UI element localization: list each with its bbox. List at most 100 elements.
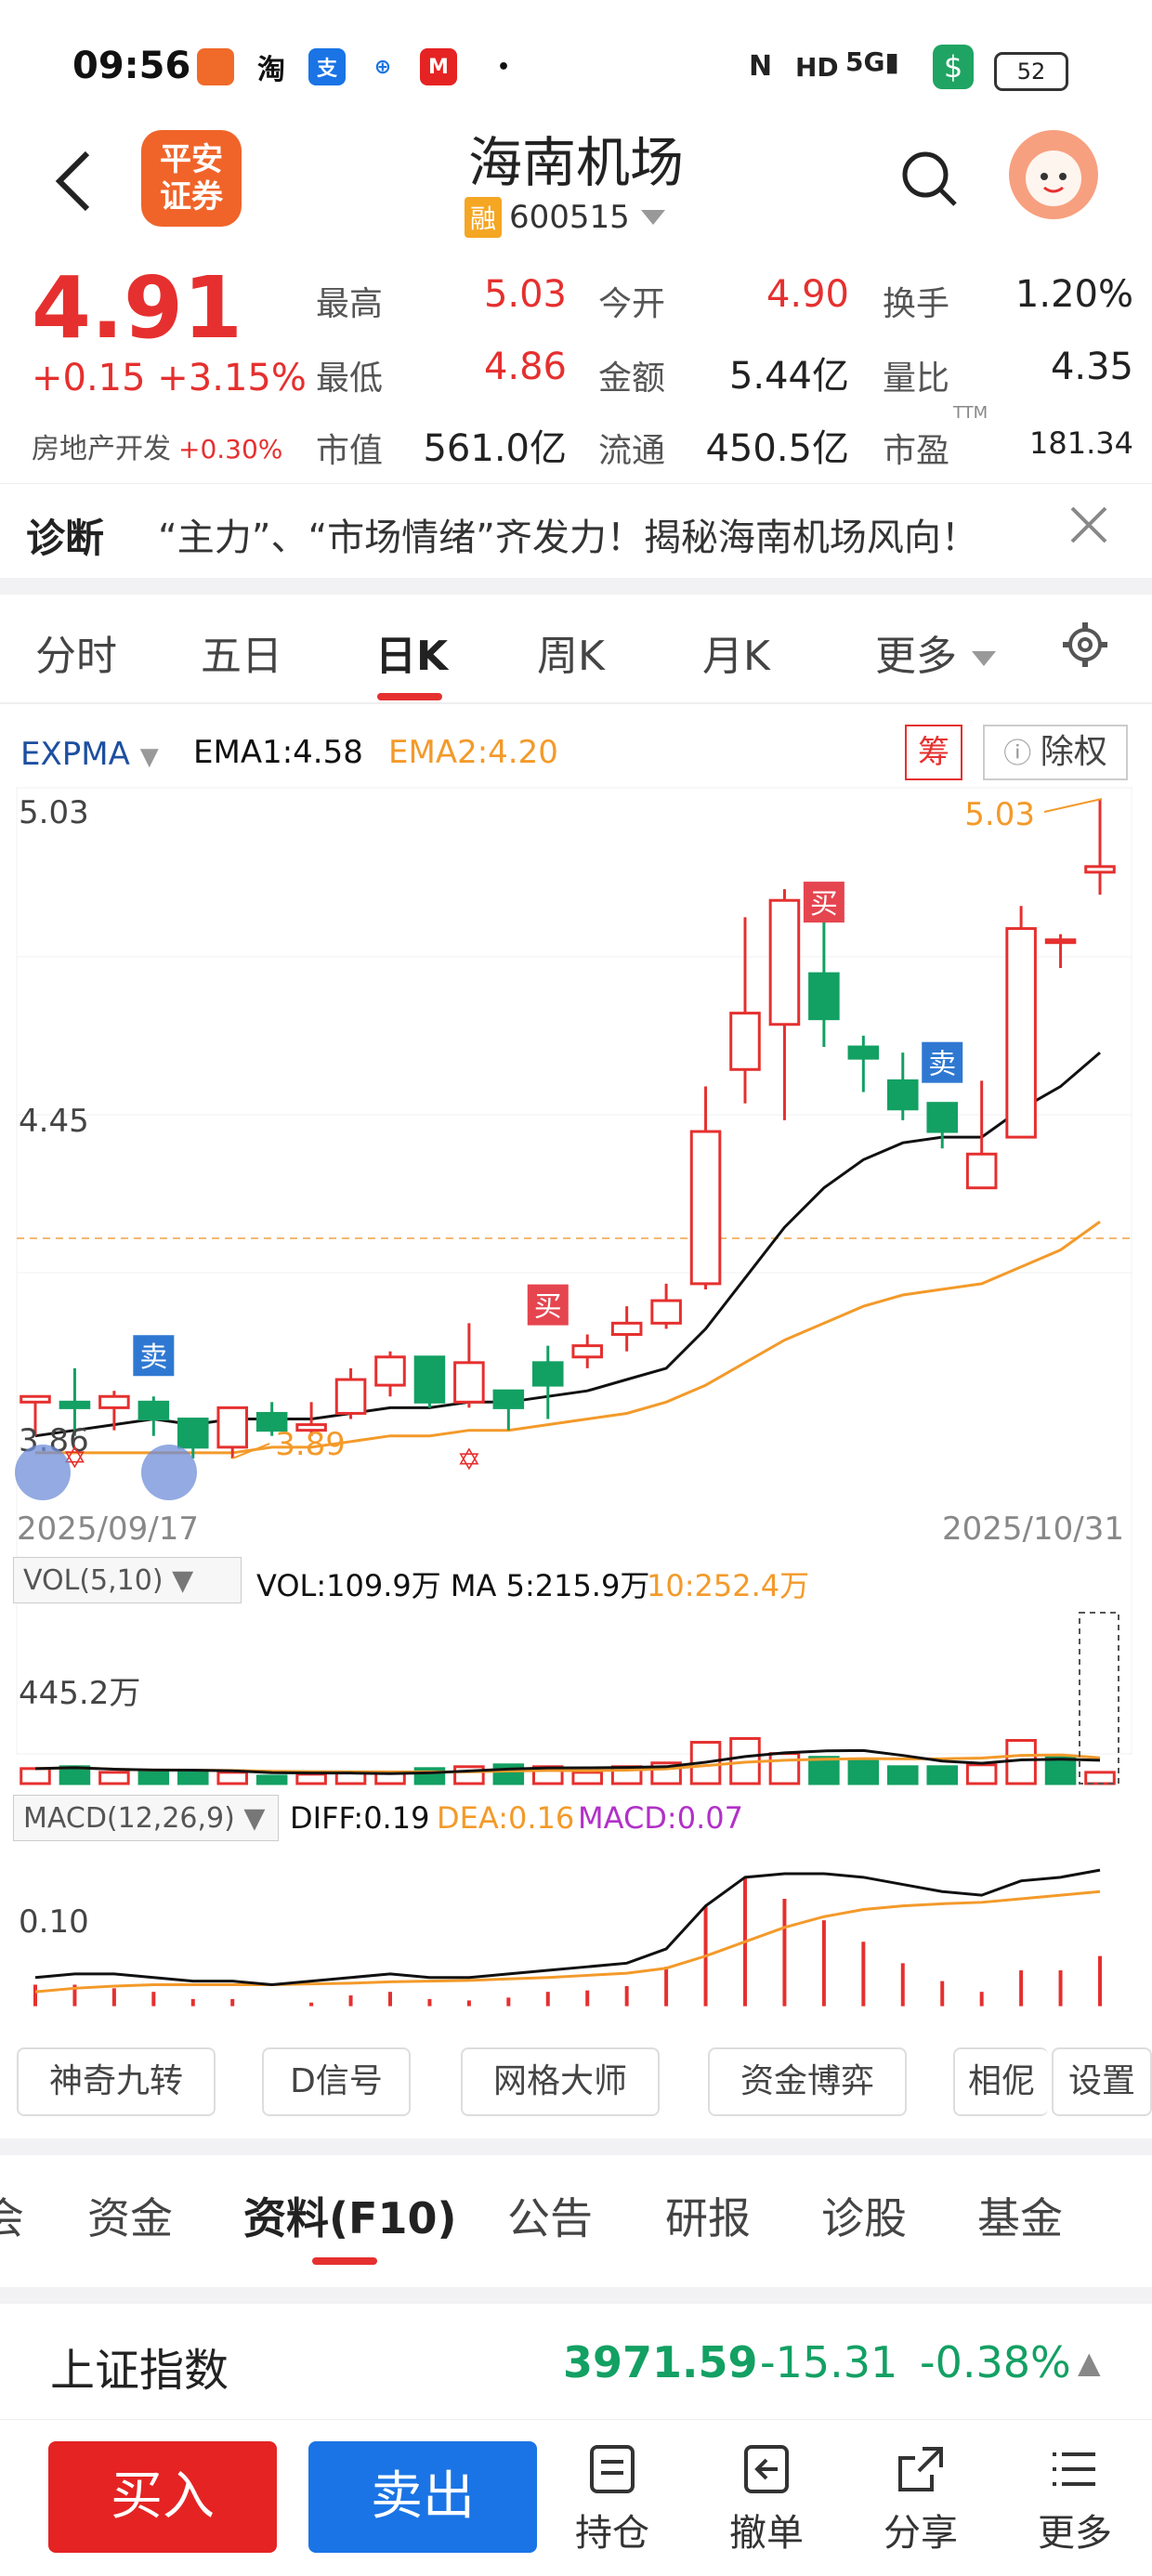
chip-distribution-button[interactable]: 筹	[905, 725, 962, 780]
tab-weekly-k[interactable]: 周K	[537, 633, 605, 680]
sector-change: +0.30%	[178, 434, 283, 464]
index-name: 上证指数	[50, 2345, 229, 2397]
tab-five-day[interactable]: 五日	[201, 633, 282, 680]
tab-research[interactable]: 研报	[665, 2193, 751, 2243]
tab-more-label: 更多	[875, 633, 957, 680]
price-change: +0.15 +3.15%	[32, 357, 307, 399]
share-label: 分享	[884, 2512, 958, 2555]
candle-body	[847, 1045, 880, 1060]
nfc-icon: N	[749, 50, 773, 83]
quote-value: 4.86	[483, 346, 567, 388]
date-start-label: 2025/09/17	[17, 1510, 199, 1548]
quote-label: 今开	[598, 285, 666, 323]
quote-label: 流通	[598, 432, 666, 470]
assistant-avatar[interactable]	[1009, 130, 1098, 219]
sell-button[interactable]: 卖出	[308, 2441, 537, 2553]
diagnosis-bar[interactable]	[0, 483, 1152, 577]
high-marker-label: 5.03	[964, 796, 1035, 833]
candle-body	[98, 1394, 130, 1409]
quote-label: 市盈	[883, 432, 950, 470]
tool-fund-game[interactable]: 资金博弈	[708, 2047, 907, 2116]
signal-5g-icon: 5G▮	[845, 46, 899, 77]
tool-magic-nine[interactable]: 神奇九转	[17, 2047, 216, 2116]
indicator-selector[interactable]: EXPMA ▼	[20, 736, 159, 773]
tab-intraday[interactable]: 分时	[35, 633, 117, 680]
sector-link[interactable]: 房地产开发 +0.30%	[32, 425, 282, 466]
broker-logo-line2: 证券	[160, 178, 223, 216]
mail-app-icon: M	[420, 48, 457, 85]
volume-indicator-selector[interactable]: VOL(5,10) ▼	[13, 1557, 242, 1603]
macd-selector-label: MACD(12,26,9)	[23, 1802, 235, 1835]
high-marker-line	[1043, 798, 1103, 813]
back-arrow-icon	[55, 150, 90, 212]
active-tab-indicator	[312, 2257, 377, 2265]
chevron-down-icon: ▼	[172, 1564, 194, 1597]
tab-stock-diagnosis[interactable]: 诊股	[821, 2193, 907, 2243]
tool-d-signal[interactable]: D信号	[262, 2047, 411, 2116]
low-marker-line	[231, 1443, 270, 1459]
tool-grid-master[interactable]: 网格大师	[461, 2047, 660, 2116]
broker-logo-line1: 平安	[160, 141, 223, 178]
tab-funds[interactable]: 资金	[87, 2193, 173, 2243]
tab-funds-holding[interactable]: 基金	[977, 2193, 1063, 2243]
sell-signal-tag	[922, 1041, 963, 1083]
indicator-name: EXPMA	[20, 736, 130, 773]
volume-values: VOL:109.9万 MA 5:215.9万	[256, 1568, 650, 1603]
more-button[interactable]: 更多	[1024, 2443, 1126, 2556]
cancel-order-button[interactable]: 撤单	[715, 2443, 818, 2556]
hd-icon: HD	[795, 52, 839, 83]
menu-icon	[1053, 2452, 1095, 2486]
candle-body	[255, 1411, 288, 1432]
tab-daily-k[interactable]: 日K	[375, 633, 449, 680]
candle-body	[492, 1389, 525, 1409]
event-star-icon: ✡	[456, 1442, 481, 1477]
candle-body	[531, 1361, 564, 1387]
buy-signal-label: 买	[810, 888, 838, 921]
candle-body	[177, 1418, 209, 1449]
price-mid-label: 4.45	[19, 1103, 89, 1140]
tool-related[interactable]: 相伲	[953, 2047, 1048, 2116]
buy-signal-tag	[527, 1284, 569, 1326]
candle-body	[650, 1299, 682, 1325]
chart-frame	[16, 787, 1132, 1755]
tab-monthly-k[interactable]: 月K	[702, 633, 770, 680]
tab-announcements[interactable]: 公告	[507, 2193, 593, 2243]
date-end-label: 2025/10/31	[942, 1510, 1124, 1548]
candle-body	[729, 1012, 761, 1071]
tab-more[interactable]: 更多	[875, 622, 998, 682]
more-label: 更多	[1038, 2512, 1112, 2555]
volume-bar	[255, 1774, 288, 1785]
candle-body	[926, 1102, 959, 1133]
positions-button[interactable]: 持仓	[561, 2443, 663, 2556]
sell-signal-tag	[133, 1335, 175, 1377]
candle-body	[334, 1378, 367, 1415]
chart-settings-button[interactable]	[1059, 619, 1111, 674]
candle-body	[610, 1321, 643, 1336]
tool-settings[interactable]: 设置	[1052, 2047, 1152, 2116]
volume-bar	[20, 1767, 51, 1785]
diagnosis-text[interactable]: “主力”、“市场情绪”齐发力！揭秘海南机场风向！	[158, 517, 978, 559]
candle-body	[137, 1400, 170, 1421]
tab-partial[interactable]: 会	[0, 2193, 24, 2243]
buy-signal-tag	[803, 882, 844, 923]
close-diagnosis-button[interactable]	[1068, 502, 1109, 557]
volume-bar	[216, 1771, 249, 1785]
tab-f10[interactable]: 资料(F10)	[243, 2193, 457, 2243]
document-icon	[590, 2445, 635, 2493]
volume-bar	[571, 1771, 604, 1785]
macd-indicator-selector[interactable]: MACD(12,26,9) ▼	[13, 1795, 279, 1841]
ex-rights-button[interactable]: ⓘ 除权	[983, 725, 1128, 780]
sell-signal-label: 卖	[928, 1049, 956, 1081]
ema2-line	[35, 1220, 1101, 1455]
expand-up-icon[interactable]: ▲	[1078, 2345, 1101, 2380]
app-icon: ⊕	[364, 48, 401, 85]
close-icon	[1070, 506, 1107, 543]
stock-code-selector[interactable]: 融 600515	[465, 197, 667, 238]
back-button[interactable]	[46, 144, 102, 218]
gear-icon	[1063, 622, 1107, 667]
search-button[interactable]	[899, 149, 961, 210]
positions-label: 持仓	[575, 2512, 649, 2555]
buy-button[interactable]: 买入	[48, 2441, 277, 2553]
share-button[interactable]: 分享	[870, 2443, 972, 2556]
